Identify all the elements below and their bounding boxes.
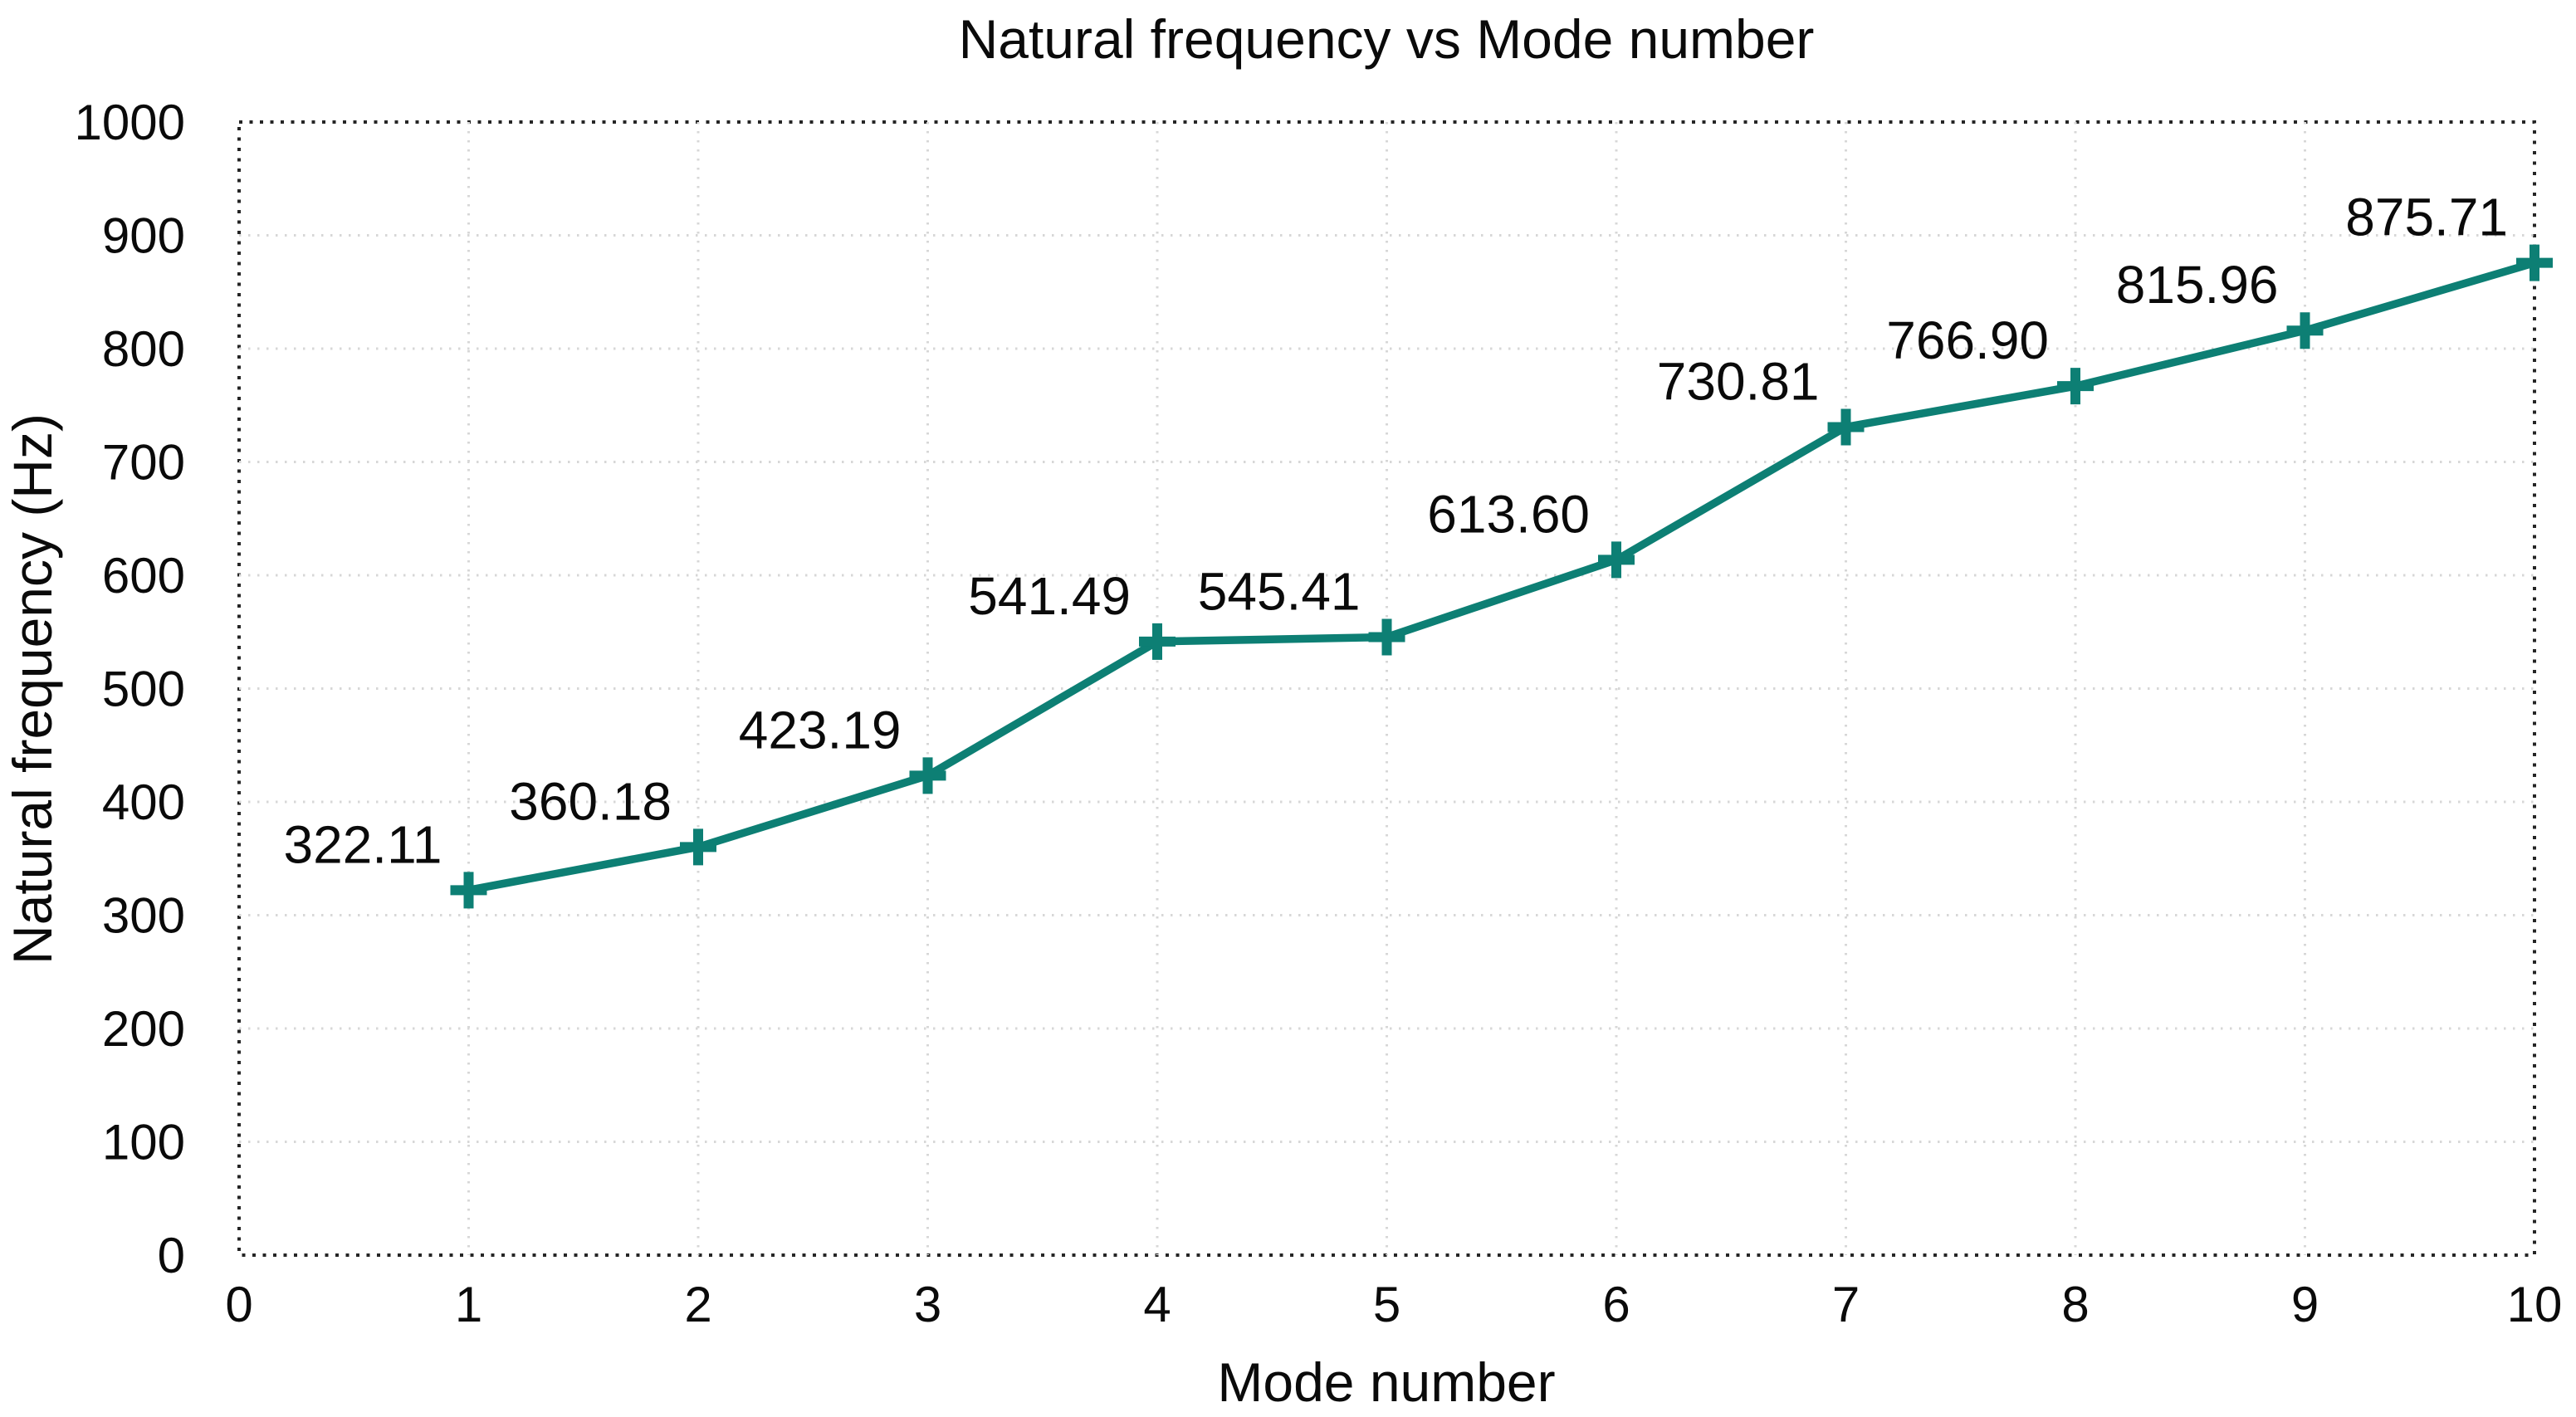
data-point-marker	[1598, 541, 1635, 579]
data-point-marker	[2057, 368, 2094, 405]
data-point-label: 360.18	[509, 771, 672, 831]
x-tick-label: 3	[914, 1277, 941, 1332]
data-point-labels: 322.11 360.18 423.19 541.49 545.41 613.60 730.…	[284, 188, 2509, 875]
x-tick-label: 9	[2291, 1277, 2319, 1332]
data-point-marker	[1368, 618, 1405, 656]
chart-title: Natural frequency vs Mode number	[959, 8, 1815, 70]
x-tick-label: 10	[2507, 1277, 2563, 1332]
data-point-marker	[909, 757, 946, 794]
x-tick-label: 2	[684, 1277, 711, 1332]
y-tick-label: 700	[102, 435, 185, 491]
x-tick-label: 8	[2061, 1277, 2089, 1332]
data-point-label: 423.19	[739, 700, 902, 760]
series-line	[467, 259, 2536, 894]
data-point-markers	[450, 244, 2553, 909]
data-point-marker	[450, 872, 487, 909]
x-tick-label: 4	[1143, 1277, 1171, 1332]
y-tick-label: 400	[102, 774, 185, 830]
x-tick-label: 7	[1832, 1277, 1860, 1332]
y-tick-labels: 0 100 200 300 400 500 600 700 800 900 1000	[75, 95, 185, 1283]
gridlines	[239, 122, 2534, 1255]
data-point-label: 322.11	[284, 814, 442, 874]
data-point-marker	[1139, 623, 1176, 660]
y-tick-label: 300	[102, 888, 185, 944]
data-point-label: 730.81	[1657, 351, 1820, 411]
y-axis-label: Natural frequency (Hz)	[2, 413, 63, 965]
y-tick-label: 1000	[75, 95, 185, 150]
y-tick-label: 800	[102, 321, 185, 377]
data-point-label: 815.96	[2116, 255, 2279, 315]
data-point-label: 541.49	[968, 566, 1131, 626]
y-tick-label: 200	[102, 1001, 185, 1057]
data-point-label: 545.41	[1198, 562, 1361, 622]
y-tick-label: 900	[102, 208, 185, 264]
x-tick-labels: 0 1 2 3 4 5 6 7 8 9 10	[225, 1277, 2562, 1332]
data-point-label: 766.90	[1886, 310, 2049, 370]
data-point-marker	[2516, 244, 2553, 281]
y-tick-label: 500	[102, 662, 185, 717]
x-axis-label: Mode number	[1217, 1351, 1555, 1413]
data-point-label: 613.60	[1427, 484, 1590, 544]
x-tick-label: 0	[225, 1277, 252, 1332]
x-tick-label: 5	[1373, 1277, 1400, 1332]
data-point-label: 875.71	[2345, 188, 2508, 247]
data-point-marker	[1827, 408, 1865, 446]
y-tick-label: 0	[158, 1228, 185, 1283]
y-tick-label: 100	[102, 1115, 185, 1170]
data-point-marker	[680, 828, 716, 866]
x-tick-label: 1	[455, 1277, 482, 1332]
x-tick-label: 6	[1602, 1277, 1630, 1332]
data-point-marker	[2286, 312, 2324, 349]
y-tick-label: 600	[102, 548, 185, 603]
